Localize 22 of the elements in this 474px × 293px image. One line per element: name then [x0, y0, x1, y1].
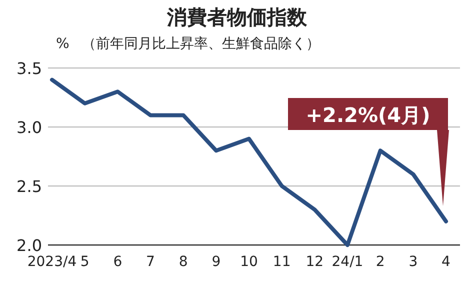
y-tick-label: 3.5: [16, 59, 42, 78]
x-tick-label: 4: [442, 254, 451, 270]
annotation: +2.2%(4月): [306, 103, 430, 127]
x-tick-label: 11: [272, 254, 291, 270]
line-series: [50, 78, 448, 247]
x-tick-label: 6: [113, 254, 122, 270]
y-tick-label: 3.0: [16, 118, 42, 137]
x-tick-label: 5: [80, 254, 90, 270]
x-tick-label: 2: [376, 254, 385, 270]
x-tick-label: 12: [306, 254, 324, 270]
x-tick-label: 2023/4: [27, 254, 77, 270]
chart-subtitle: （前年同月比上昇率、生鮮食品除く）: [82, 36, 320, 52]
x-tick-label: 10: [240, 254, 258, 270]
x-tick-label: 3: [408, 254, 418, 270]
x-tick-label: 7: [146, 254, 155, 270]
x-tick-label: 24/1: [332, 254, 364, 270]
x-tick-label: 9: [212, 254, 221, 270]
y-tick-label: 2.5: [16, 177, 42, 196]
x-tick-label: 8: [178, 254, 188, 270]
y-axis-title: %: [56, 36, 70, 52]
y-tick-label: 2.0: [16, 236, 42, 255]
chart-title: 消費者物価指数: [166, 5, 308, 29]
